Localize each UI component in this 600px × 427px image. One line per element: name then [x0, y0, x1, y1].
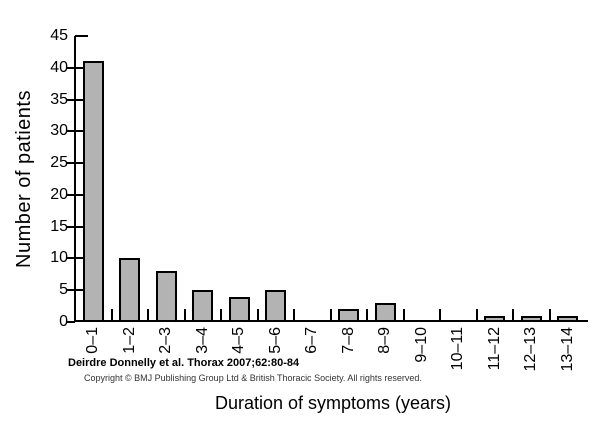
- x-tick: [220, 309, 222, 322]
- x-tick-label: 6–7: [303, 327, 320, 354]
- x-tick-label: 10–11: [449, 327, 466, 371]
- y-tick: [66, 99, 75, 101]
- y-tick-label: 15: [50, 218, 68, 235]
- y-tick: [75, 130, 88, 132]
- bar: [265, 290, 286, 322]
- x-tick-label: 8–9: [376, 327, 393, 354]
- x-tick-label: 4–5: [230, 327, 247, 354]
- y-tick-label: 5: [59, 281, 68, 298]
- x-tick-label: 9–10: [413, 327, 430, 363]
- y-tick-label: 35: [50, 91, 68, 108]
- y-tick: [66, 130, 75, 132]
- y-tick: [66, 257, 75, 259]
- y-tick: [75, 35, 88, 37]
- y-tick: [75, 99, 88, 101]
- y-tick-label: 0: [59, 313, 68, 330]
- y-tick: [75, 194, 88, 196]
- y-tick: [66, 289, 75, 291]
- y-tick: [75, 226, 88, 228]
- x-tick-label: 1–2: [121, 327, 138, 354]
- bar: [375, 303, 396, 322]
- y-tick: [75, 162, 88, 164]
- bar: [484, 316, 505, 322]
- copyright-notice: Copyright © BMJ Publishing Group Ltd & B…: [84, 373, 422, 383]
- x-tick: [366, 309, 368, 322]
- y-tick: [66, 67, 75, 69]
- x-tick: [147, 309, 149, 322]
- bar: [119, 258, 140, 322]
- y-tick-label: 45: [50, 27, 68, 44]
- x-tick-label: 12–13: [522, 327, 539, 372]
- x-tick: [476, 309, 478, 322]
- x-axis-title: Duration of symptoms (years): [214, 393, 452, 413]
- y-tick: [66, 162, 75, 164]
- x-tick: [257, 309, 259, 322]
- x-tick-label: 0–1: [84, 327, 101, 354]
- y-tick-label: 30: [50, 122, 68, 139]
- x-tick: [549, 309, 551, 322]
- x-tick: [184, 309, 186, 322]
- x-tick-label: 3–4: [194, 327, 211, 354]
- x-tick: [403, 309, 405, 322]
- x-tick: [293, 309, 295, 322]
- x-tick: [330, 309, 332, 322]
- y-axis-line: [74, 36, 76, 322]
- bar: [156, 271, 177, 322]
- y-tick: [75, 67, 88, 69]
- x-tick-label: 13–14: [559, 327, 576, 372]
- bar: [229, 297, 250, 322]
- x-tick: [512, 309, 514, 322]
- y-tick-label: 20: [50, 186, 68, 203]
- x-tick-label: 2–3: [157, 327, 174, 354]
- x-tick: [439, 309, 441, 322]
- bar: [83, 61, 104, 322]
- y-tick-label: 10: [50, 249, 68, 266]
- x-tick-label: 7–8: [340, 327, 357, 354]
- citation: Deirdre Donnelly et al. Thorax 2007;62:8…: [68, 357, 300, 369]
- y-tick: [66, 321, 75, 323]
- y-tick: [66, 226, 75, 228]
- y-tick-label: 40: [50, 59, 68, 76]
- bar: [192, 290, 213, 322]
- y-tick-label: 25: [50, 154, 68, 171]
- y-axis-title: Number of patients: [13, 90, 35, 268]
- y-tick: [66, 194, 75, 196]
- bar: [521, 316, 542, 322]
- x-tick-label: 5–6: [267, 327, 284, 354]
- x-tick-label: 11–12: [486, 327, 503, 371]
- x-tick: [111, 309, 113, 322]
- y-tick: [75, 289, 88, 291]
- y-tick: [75, 257, 88, 259]
- bar: [338, 309, 359, 322]
- bar: [557, 316, 578, 322]
